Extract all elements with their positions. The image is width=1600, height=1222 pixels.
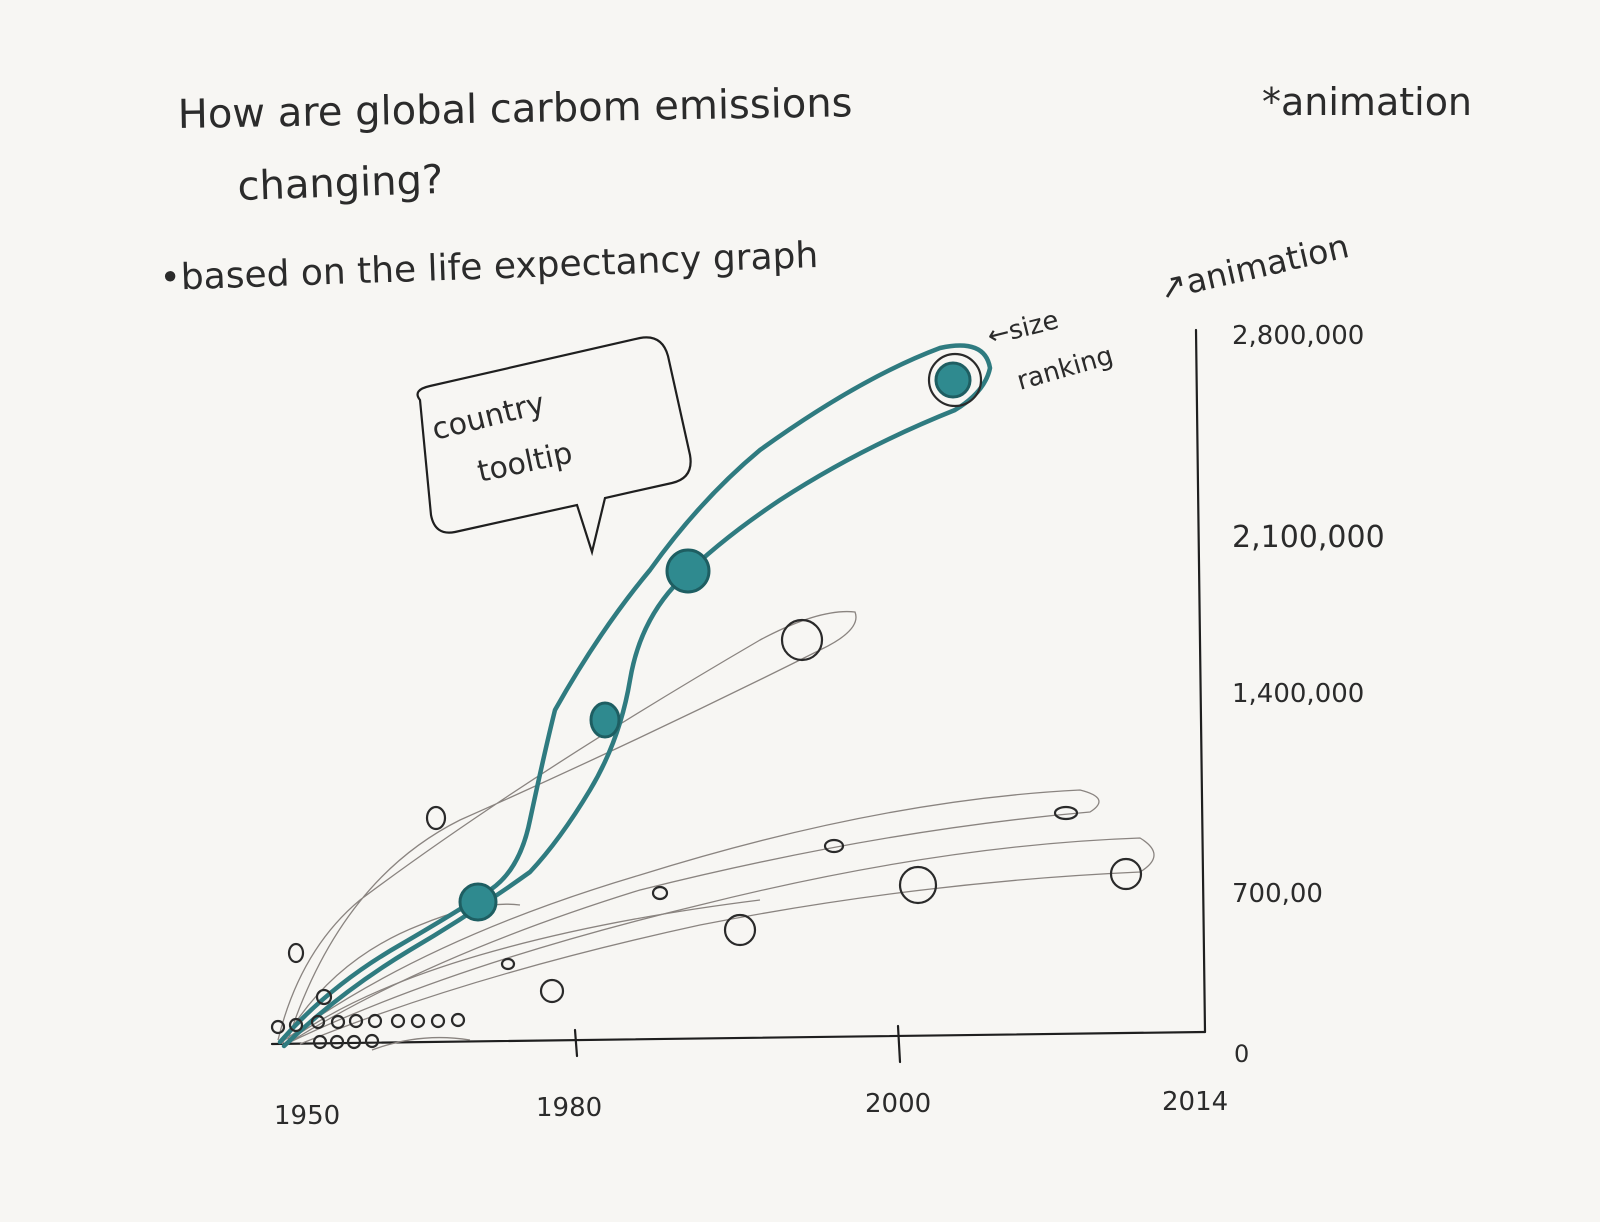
highlighted-trajectory: [277, 343, 993, 1049]
tooltip-bubble: country tooltip: [416, 336, 692, 557]
open-point[interactable]: [1109, 857, 1143, 891]
open-point[interactable]: [823, 838, 845, 854]
x-tick-label-1980: 1980: [536, 1093, 602, 1123]
tooltip-line-2: tooltip: [474, 436, 575, 490]
open-point[interactable]: [723, 913, 757, 947]
annotation-size: ←size: [984, 305, 1061, 352]
x-tick-label-1950: 1950: [274, 1101, 340, 1131]
highlighted-points: [458, 352, 983, 922]
annotation-ranking: ranking: [1014, 341, 1117, 397]
open-point[interactable]: [315, 988, 333, 1006]
y-tick-label-0: 0: [1234, 1040, 1249, 1068]
origin-cluster: [270, 1012, 466, 1050]
open-point[interactable]: [539, 978, 565, 1004]
y-axis-line: [1194, 328, 1207, 1034]
highlight-point-4[interactable]: [934, 361, 972, 399]
open-point[interactable]: [1053, 805, 1079, 821]
open-points: [287, 618, 1143, 1006]
title-line-2: changing?: [237, 157, 444, 210]
title-line-1: How are global carbom emissions: [177, 80, 852, 138]
open-point[interactable]: [780, 618, 824, 662]
y-tick-label-700k: 700,00: [1232, 879, 1323, 909]
x-tick-mark-2000: [896, 1024, 902, 1064]
highlight-point-2[interactable]: [589, 701, 621, 739]
open-point[interactable]: [898, 865, 938, 905]
pencil-trajectories: [277, 610, 1155, 1051]
note-animation: *animation: [1262, 80, 1472, 124]
y-tick-label-2-8m: 2,800,000: [1232, 321, 1364, 351]
highlight-point-1[interactable]: [458, 882, 498, 922]
note-animation-2: ↗animation: [1155, 226, 1352, 308]
tooltip-line-1: country: [428, 386, 548, 448]
open-point[interactable]: [651, 885, 669, 901]
highlight-point-3[interactable]: [665, 548, 711, 594]
x-tick-mark-1980: [573, 1028, 579, 1058]
highlight-point-4-ring: [927, 352, 983, 408]
y-tick-label-1-4m: 1,400,000: [1232, 679, 1364, 709]
note-based-on: •based on the life expectancy graph: [159, 235, 819, 299]
open-point[interactable]: [425, 805, 447, 831]
open-point[interactable]: [287, 942, 305, 964]
x-tick-label-2014: 2014: [1162, 1087, 1228, 1117]
x-axis-line: [270, 1030, 1207, 1046]
x-tick-label-2000: 2000: [865, 1089, 931, 1119]
y-tick-label-2-1m: 2,100,000: [1232, 520, 1385, 555]
open-point[interactable]: [500, 957, 516, 971]
